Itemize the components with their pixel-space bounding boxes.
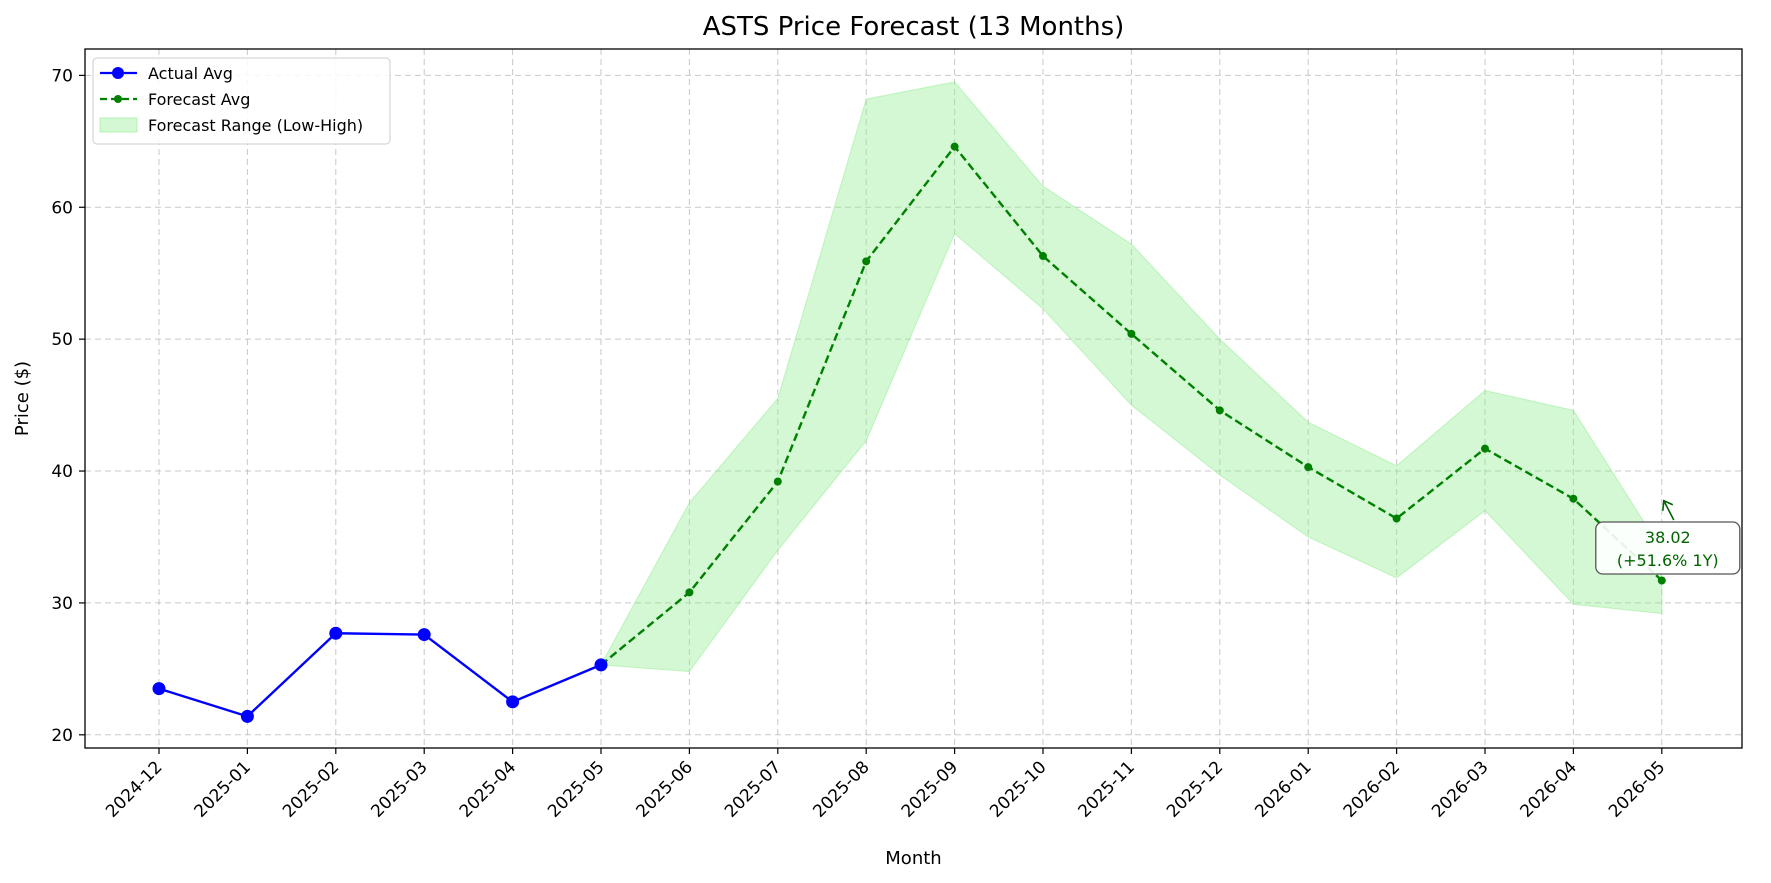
x-tick-label: 2026-02 xyxy=(1340,757,1404,821)
forecast-avg-point xyxy=(1304,463,1313,472)
actual-avg-point xyxy=(417,628,431,642)
actual-avg-point xyxy=(594,658,608,672)
legend-range-swatch xyxy=(99,117,138,133)
y-tick-label: 30 xyxy=(51,594,73,614)
actual-avg-point xyxy=(329,626,343,640)
legend: Actual Avg Forecast Avg Forecast Range (… xyxy=(92,57,391,145)
y-tick-label: 70 xyxy=(51,66,73,86)
forecast-avg-point xyxy=(950,142,959,151)
forecast-avg-point xyxy=(1127,329,1136,338)
x-tick-label: 2026-04 xyxy=(1517,757,1581,821)
forecast-avg-point xyxy=(1569,494,1578,503)
y-tick-label: 40 xyxy=(51,462,73,482)
forecast-avg-point xyxy=(1215,406,1224,415)
x-tick-label: 2025-09 xyxy=(898,757,962,821)
legend-box xyxy=(92,57,391,145)
forecast-annotation: 38.02 (+51.6% 1Y) xyxy=(1595,499,1741,575)
x-tick-label: 2025-06 xyxy=(633,757,697,821)
data-series xyxy=(152,142,1666,723)
annotation-box xyxy=(1595,521,1741,575)
legend-forecast-label: Forecast Avg xyxy=(148,90,250,109)
y-axis-label: Price ($) xyxy=(12,361,33,436)
forecast-avg-point xyxy=(1481,444,1489,453)
x-tick-label: 2026-03 xyxy=(1428,757,1492,821)
forecast-avg-point xyxy=(862,257,871,266)
x-tick-label: 2024-12 xyxy=(102,757,166,821)
annotation-arrow xyxy=(1663,500,1675,521)
actual-avg-point xyxy=(240,709,254,723)
x-tick-label: 2025-12 xyxy=(1163,757,1227,821)
chart-title: ASTS Price Forecast (13 Months) xyxy=(703,12,1125,42)
legend-actual-label: Actual Avg xyxy=(148,64,233,83)
forecast-avg-point xyxy=(773,477,782,486)
y-tick-label: 20 xyxy=(51,726,73,746)
x-tick-label: 2025-02 xyxy=(279,757,343,821)
forecast-avg-point xyxy=(1039,252,1047,261)
annotation-arrowhead xyxy=(1662,499,1674,511)
legend-forecast-marker xyxy=(114,95,122,103)
x-tick-label: 2025-05 xyxy=(544,757,608,821)
x-tick-label: 2025-01 xyxy=(191,757,255,821)
legend-range-label: Forecast Range (Low-High) xyxy=(148,116,363,135)
x-tick-label: 2025-07 xyxy=(721,757,785,821)
actual-avg-line xyxy=(158,632,602,718)
x-axis-label: Month xyxy=(885,848,941,869)
forecast-avg-point xyxy=(685,588,694,597)
annotation-change: (+51.6% 1Y) xyxy=(1617,551,1719,570)
x-tick-label: 2025-04 xyxy=(456,757,520,821)
y-tick-label: 60 xyxy=(51,198,73,218)
x-tick-label: 2026-05 xyxy=(1605,757,1669,821)
legend-actual-marker xyxy=(112,67,124,79)
x-tick-label: 2025-03 xyxy=(367,757,431,821)
x-tick-label: 2025-11 xyxy=(1075,757,1139,821)
x-tick-label: 2026-01 xyxy=(1251,757,1315,821)
actual-avg-point xyxy=(152,682,166,696)
actual-avg-point xyxy=(506,695,520,709)
annotation-value: 38.02 xyxy=(1645,528,1691,547)
x-tick-label: 2025-08 xyxy=(809,757,873,821)
plot-frame xyxy=(84,48,1743,749)
forecast-avg-point xyxy=(1657,576,1666,585)
forecast-avg-point xyxy=(1392,514,1401,523)
y-tick-label: 50 xyxy=(51,330,73,350)
x-tick-label: 2025-10 xyxy=(986,757,1050,821)
